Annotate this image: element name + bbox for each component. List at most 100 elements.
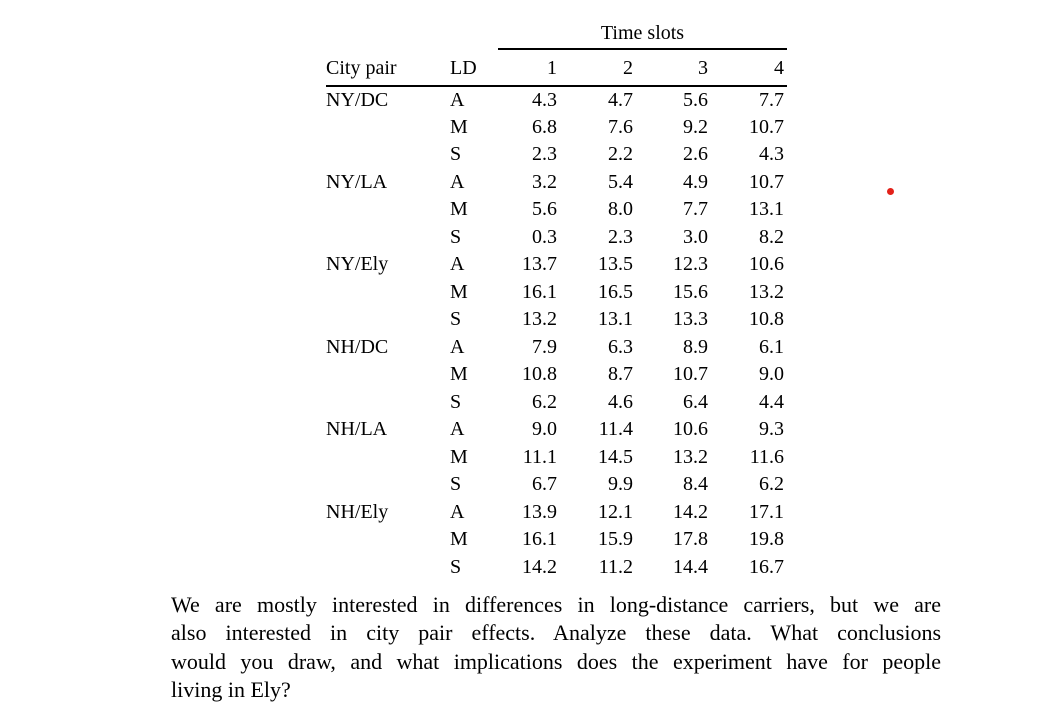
header-city-pair: City pair	[326, 49, 450, 87]
table-row: NY/DC A 4.3 4.7 5.6 7.7	[326, 86, 787, 114]
city-pair-cell	[326, 114, 450, 142]
header-slot-2: 2	[560, 49, 636, 87]
table-row: NH/Ely A 13.9 12.1 14.2 17.1	[326, 499, 787, 527]
value-cell: 10.8	[749, 308, 784, 331]
table-row: NH/DC A 7.9 6.3 8.9 6.1	[326, 334, 787, 362]
value-cell: 9.0	[759, 363, 784, 386]
city-pair-cell: NH/LA	[326, 418, 388, 441]
value-cell: 5.6	[683, 88, 708, 111]
ld-carrier-cell: S	[450, 390, 462, 413]
header-slot-4: 4	[711, 49, 787, 87]
ld-carrier-cell: M	[450, 115, 468, 138]
value-cell: 16.1	[522, 528, 557, 551]
value-cell: 4.3	[759, 143, 784, 166]
city-pair-cell	[326, 444, 450, 472]
value-cell: 17.8	[673, 528, 708, 551]
value-cell: 10.7	[749, 170, 784, 193]
table-row: M 16.1 16.5 15.6 13.2	[326, 279, 787, 307]
table-row: S 2.3 2.2 2.6 4.3	[326, 141, 787, 169]
table-row: M 11.1 14.5 13.2 11.6	[326, 444, 787, 472]
value-cell: 6.2	[759, 473, 784, 496]
value-cell: 6.3	[608, 335, 633, 358]
value-cell: 2.6	[683, 143, 708, 166]
ld-carrier-cell: A	[450, 335, 465, 358]
value-cell: 10.7	[749, 115, 784, 138]
value-cell: 6.4	[683, 390, 708, 413]
value-cell: 4.3	[532, 88, 557, 111]
value-cell: 8.7	[608, 363, 633, 386]
table-row: S 14.2 11.2 14.4 16.7	[326, 554, 787, 582]
value-cell: 7.6	[608, 115, 633, 138]
city-pair-cell	[326, 554, 450, 582]
city-pair-cell: NH/Ely	[326, 500, 389, 523]
table-title-row: Time slots	[326, 21, 787, 50]
header-ld: LD	[450, 49, 498, 87]
ld-carrier-cell: A	[450, 418, 465, 441]
ld-carrier-cell: M	[450, 528, 468, 551]
value-cell: 11.2	[598, 555, 633, 578]
table-row: NY/LA A 3.2 5.4 4.9 10.7	[326, 169, 787, 197]
city-pair-cell: NY/DC	[326, 88, 389, 111]
value-cell: 13.2	[522, 308, 557, 331]
value-cell: 9.9	[608, 473, 633, 496]
value-cell: 15.6	[673, 280, 708, 303]
ld-carrier-cell: A	[450, 170, 465, 193]
red-dot-marker	[887, 188, 894, 195]
city-pair-cell	[326, 389, 450, 417]
ld-carrier-cell: S	[450, 473, 462, 496]
value-cell: 5.4	[608, 170, 633, 193]
value-cell: 15.9	[598, 528, 633, 551]
value-cell: 13.2	[749, 280, 784, 303]
value-cell: 4.9	[683, 170, 708, 193]
city-pair-cell	[326, 196, 450, 224]
value-cell: 10.6	[749, 253, 784, 276]
value-cell: 8.4	[683, 473, 708, 496]
city-pair-cell: NY/LA	[326, 170, 388, 193]
value-cell: 12.1	[598, 500, 633, 523]
value-cell: 8.0	[608, 198, 633, 221]
header-slot-3: 3	[636, 49, 711, 87]
table-row: M 10.8 8.7 10.7 9.0	[326, 361, 787, 389]
value-cell: 10.7	[673, 363, 708, 386]
city-pair-cell: NY/Ely	[326, 253, 389, 276]
value-cell: 0.3	[532, 225, 557, 248]
table-row: NH/LA A 9.0 11.4 10.6 9.3	[326, 416, 787, 444]
table-row: S 13.2 13.1 13.3 10.8	[326, 306, 787, 334]
value-cell: 10.8	[522, 363, 557, 386]
city-pair-cell	[326, 141, 450, 169]
value-cell: 9.3	[759, 418, 784, 441]
value-cell: 13.9	[522, 500, 557, 523]
table-row: M 5.6 8.0 7.7 13.1	[326, 196, 787, 224]
value-cell: 17.1	[749, 500, 784, 523]
city-pair-cell	[326, 279, 450, 307]
value-cell: 11.4	[598, 418, 633, 441]
value-cell: 11.1	[522, 445, 557, 468]
value-cell: 8.9	[683, 335, 708, 358]
value-cell: 3.2	[532, 170, 557, 193]
value-cell: 7.9	[532, 335, 557, 358]
value-cell: 6.8	[532, 115, 557, 138]
value-cell: 2.2	[608, 143, 633, 166]
table-row: S 0.3 2.3 3.0 8.2	[326, 224, 787, 252]
table-row: M 6.8 7.6 9.2 10.7	[326, 114, 787, 142]
value-cell: 4.7	[608, 88, 633, 111]
table-header-row: City pair LD 1 2 3 4	[326, 49, 787, 87]
question-line: We are mostly interested in differences …	[171, 592, 941, 617]
question-paragraph: We are mostly interested in differences …	[171, 591, 941, 705]
city-pair-cell	[326, 306, 450, 334]
value-cell: 19.8	[749, 528, 784, 551]
ld-carrier-cell: S	[450, 308, 462, 331]
question-line: living in Ely?	[171, 677, 291, 703]
value-cell: 9.0	[532, 418, 557, 441]
value-cell: 13.7	[522, 253, 557, 276]
table-title: Time slots	[498, 21, 787, 50]
value-cell: 11.6	[749, 445, 784, 468]
value-cell: 4.6	[608, 390, 633, 413]
value-cell: 14.4	[673, 555, 708, 578]
value-cell: 16.7	[749, 555, 784, 578]
city-pair-cell: NH/DC	[326, 335, 389, 358]
value-cell: 6.1	[759, 335, 784, 358]
value-cell: 12.3	[673, 253, 708, 276]
table-row: S 6.7 9.9 8.4 6.2	[326, 471, 787, 499]
